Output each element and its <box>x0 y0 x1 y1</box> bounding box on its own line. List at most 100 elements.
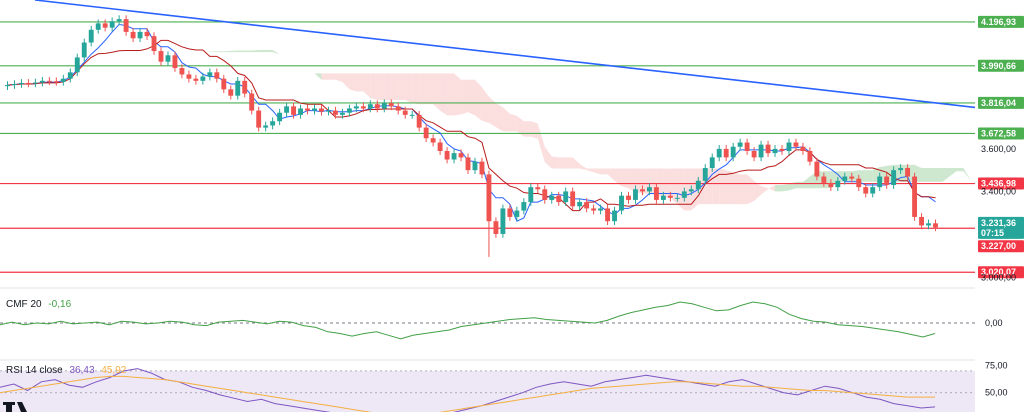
candle-body[interactable] <box>591 208 597 211</box>
candle-body[interactable] <box>81 42 87 58</box>
candle-body[interactable] <box>877 176 883 188</box>
candle-body[interactable] <box>549 195 555 200</box>
candle-body[interactable] <box>891 170 897 186</box>
candle-body[interactable] <box>723 148 729 158</box>
candle-body[interactable] <box>856 178 862 188</box>
candle-body[interactable] <box>249 93 255 111</box>
candle-body[interactable] <box>556 195 562 203</box>
candle-body[interactable] <box>807 151 813 162</box>
candle-body[interactable] <box>898 168 904 171</box>
candle-body[interactable] <box>360 106 366 109</box>
candle-body[interactable] <box>465 157 471 171</box>
candle-body[interactable] <box>458 153 464 158</box>
candle-body[interactable] <box>402 110 408 115</box>
candle-body[interactable] <box>32 82 38 84</box>
candle-body[interactable] <box>814 161 820 177</box>
candle-body[interactable] <box>102 23 108 28</box>
candle-body[interactable] <box>737 142 743 147</box>
candle-body[interactable] <box>660 195 666 200</box>
candle-body[interactable] <box>493 221 499 234</box>
candle-body[interactable] <box>346 108 352 113</box>
candle-body[interactable] <box>423 127 429 139</box>
candle-body[interactable] <box>200 76 206 81</box>
candle-body[interactable] <box>779 148 785 152</box>
candle-body[interactable] <box>109 21 115 28</box>
cmf-line[interactable] <box>0 301 936 340</box>
candle-body[interactable] <box>277 112 283 122</box>
candle-body[interactable] <box>905 168 911 177</box>
candle-body[interactable] <box>395 106 401 111</box>
candle-body[interactable] <box>598 208 604 211</box>
candle-body[interactable] <box>521 202 527 211</box>
candle-body[interactable] <box>702 168 708 181</box>
candle-body[interactable] <box>849 176 855 179</box>
candle-body[interactable] <box>640 189 645 192</box>
candle-body[interactable] <box>39 80 45 83</box>
candle-body[interactable] <box>674 197 680 199</box>
candle-body[interactable] <box>165 55 171 62</box>
candle-body[interactable] <box>179 68 185 75</box>
candle-body[interactable] <box>353 106 359 109</box>
candle-body[interactable] <box>312 108 317 111</box>
candle-body[interactable] <box>835 180 841 188</box>
candle-body[interactable] <box>381 103 387 109</box>
candle-body[interactable] <box>430 138 436 143</box>
candle-body[interactable] <box>284 106 290 113</box>
candle-body[interactable] <box>193 78 199 81</box>
candle-body[interactable] <box>332 110 338 115</box>
candle-body[interactable] <box>416 114 422 128</box>
candle-body[interactable] <box>709 157 715 169</box>
candle-body[interactable] <box>786 142 792 152</box>
candle-body[interactable] <box>19 82 24 85</box>
candle-body[interactable] <box>744 142 750 152</box>
candle-body[interactable] <box>605 208 611 222</box>
candle-body[interactable] <box>667 195 673 198</box>
candle-body[interactable] <box>695 180 701 190</box>
candle-body[interactable] <box>821 176 827 183</box>
rsi-line[interactable] <box>0 368 936 412</box>
candle-body[interactable] <box>793 142 799 147</box>
candle-body[interactable] <box>451 153 457 160</box>
candle-body[interactable] <box>186 74 192 79</box>
candle-body[interactable] <box>158 51 164 62</box>
candle-body[interactable] <box>828 182 834 188</box>
candle-body[interactable] <box>535 187 541 190</box>
candle-body[interactable] <box>507 208 513 217</box>
candle-body[interactable] <box>74 57 80 73</box>
candle-body[interactable] <box>479 161 485 175</box>
candle-body[interactable] <box>919 216 924 226</box>
candle-body[interactable] <box>772 148 778 154</box>
candle-body[interactable] <box>758 144 764 158</box>
candle-body[interactable] <box>326 110 331 112</box>
candle-body[interactable] <box>319 108 324 112</box>
candle-body[interactable] <box>444 151 450 160</box>
candle-body[interactable] <box>95 23 101 30</box>
candle-body[interactable] <box>486 174 492 222</box>
candle-body[interactable] <box>242 80 248 94</box>
candle-body[interactable] <box>800 146 806 152</box>
candle-body[interactable] <box>214 72 220 79</box>
candle-body[interactable] <box>563 191 569 203</box>
candle-body[interactable] <box>339 112 345 115</box>
candle-body[interactable] <box>926 223 931 226</box>
trendline[interactable] <box>34 0 976 109</box>
candle-body[interactable] <box>60 78 66 82</box>
candle-body[interactable] <box>305 108 310 111</box>
candle-body[interactable] <box>570 191 576 207</box>
candle-body[interactable] <box>263 125 269 128</box>
candle-body[interactable] <box>870 187 876 194</box>
candle-body[interactable] <box>25 82 31 84</box>
candle-body[interactable] <box>367 104 373 109</box>
candle-body[interactable] <box>633 189 638 200</box>
candle-body[interactable] <box>688 189 694 192</box>
candle-body[interactable] <box>884 176 890 186</box>
candle-body[interactable] <box>374 104 380 109</box>
candle-body[interactable] <box>67 72 73 79</box>
candle-body[interactable] <box>388 103 394 107</box>
candle-body[interactable] <box>409 114 415 116</box>
candle-body[interactable] <box>472 161 478 171</box>
candle-body[interactable] <box>291 106 297 115</box>
candle-body[interactable] <box>577 202 583 207</box>
